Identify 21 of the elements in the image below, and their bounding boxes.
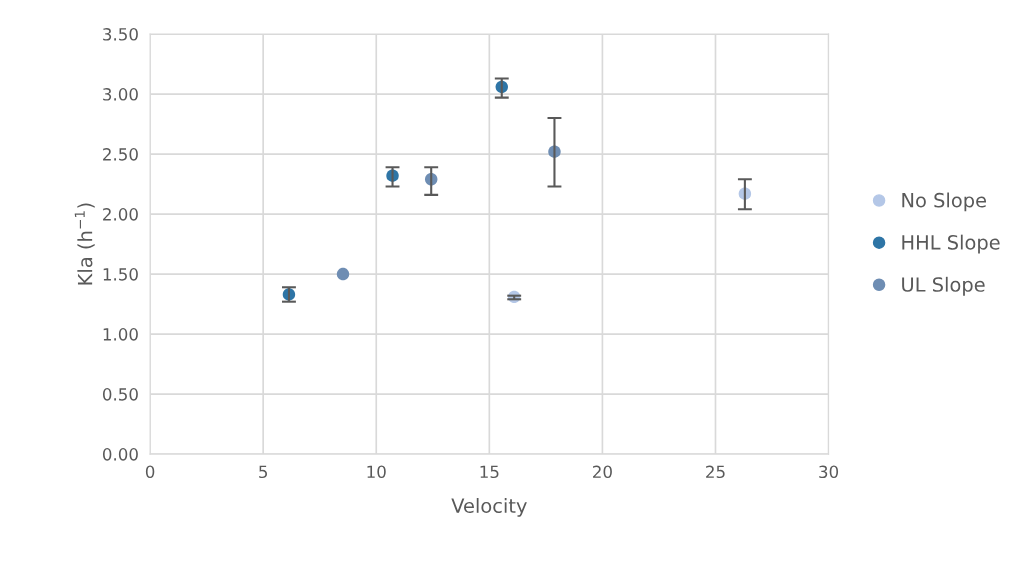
- y-tick-label: 0.00: [102, 448, 138, 461]
- y-tick-label: 1.50: [103, 268, 138, 281]
- x-tick-label: 10: [367, 465, 386, 479]
- legend-label: HHL Slope: [902, 234, 1000, 254]
- y-tick-label: 2.00: [103, 208, 138, 221]
- x-tick-label: 20: [593, 465, 612, 479]
- legend-label: No Slope: [902, 192, 987, 212]
- y-tick-label: 3.50: [103, 28, 138, 41]
- x-tick-label: 30: [819, 465, 839, 479]
- x-tick-label: 5: [259, 465, 268, 479]
- x-tick-label: 25: [706, 465, 725, 479]
- x-tick-label: 0: [145, 465, 155, 479]
- y-tick-label: 1.00: [103, 328, 138, 341]
- y-tick-label: 3.00: [103, 88, 138, 101]
- y-tick-label: 0.50: [102, 388, 138, 401]
- y-axis-title: Kla (h$^{−1}$): [74, 203, 95, 285]
- x-tick-label: 15: [480, 465, 499, 479]
- x-axis-title: Velocity: [451, 498, 527, 517]
- legend-label: UL Slope: [902, 276, 985, 296]
- y-tick-label: 2.50: [103, 148, 138, 161]
- point: [336, 267, 350, 281]
